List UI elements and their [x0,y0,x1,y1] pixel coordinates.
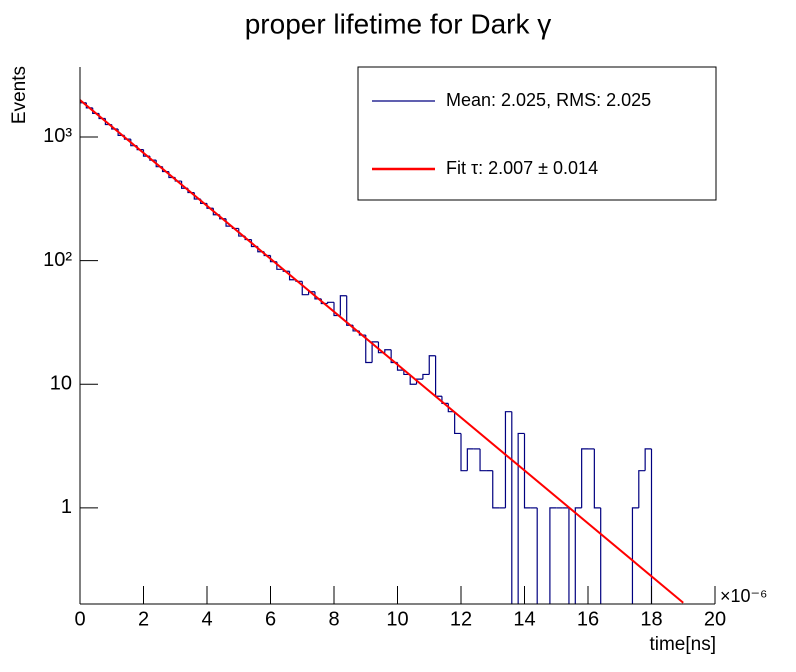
x-tick-label: 16 [577,608,599,630]
y-tick-label: 10² [43,249,72,271]
y-tick-label: 10 [50,373,72,395]
histogram-bin [523,433,531,509]
histogram-bin [644,448,652,471]
histogram-bin [568,507,570,604]
x-tick-label: 2 [138,608,149,630]
histogram-bin [479,448,487,472]
x-tick-label: 4 [201,608,212,630]
histogram-bin [511,411,513,604]
y-tick-label: 1 [61,496,72,518]
plot-area [80,99,684,604]
x-tick-label: 10 [386,608,408,630]
histogram-bin [454,411,461,435]
histogram-bin [441,396,449,405]
histogram-bin [466,448,474,471]
histogram-bin [384,349,392,353]
histogram-bin [492,470,500,509]
histogram-bin [549,507,557,604]
histogram-bin [631,507,639,604]
histogram-bin [650,448,653,604]
x-tick-label: 8 [328,608,339,630]
histogram-bin [638,470,646,508]
histogram-bin [428,355,436,375]
fit-line [80,99,684,604]
histogram-bin [460,433,468,472]
histogram-bin [339,295,347,316]
histogram-bin [422,373,430,380]
histogram-bin [600,507,602,604]
y-axis-label: Events [9,66,30,124]
histogram-bin [371,341,379,363]
x-multiplier: ×10⁻⁶ [720,586,767,606]
histogram-bin [593,448,601,509]
y-tick-label: 10³ [43,125,72,147]
x-tick-label: 18 [640,608,662,630]
histogram-bin [504,411,512,508]
legend-box [357,66,717,201]
legend-label: Fit τ: 2.007 ± 0.014 [446,158,598,178]
x-axis-label: time[ns] [649,634,716,655]
x-tick-label: 0 [74,608,85,630]
legend-label: Mean: 2.025, RMS: 2.025 [446,90,651,110]
histogram-bin [581,448,588,508]
histogram-bin [415,378,423,385]
chart-title: proper lifetime for Dark γ [245,8,552,39]
histogram-bin [574,507,582,604]
histogram-bin [536,507,538,604]
x-tick-label: 14 [513,608,535,630]
x-tick-label: 12 [450,608,472,630]
histogram-bin [327,301,334,304]
histogram-bin [517,432,525,604]
x-tick-label: 6 [265,608,276,630]
histogram-bin [365,335,373,364]
histogram-bin [409,374,417,385]
x-tick-label: 20 [704,608,726,630]
